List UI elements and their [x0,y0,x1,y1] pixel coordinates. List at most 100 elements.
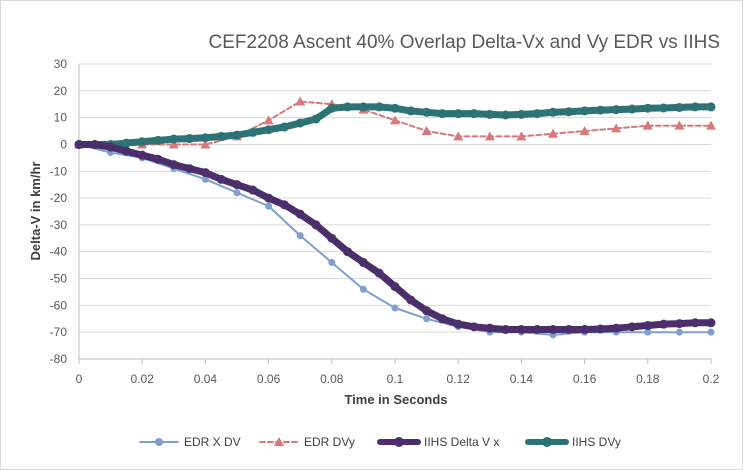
x-tick-label: 0 [76,372,83,386]
data-point [516,325,526,334]
data-point [437,314,447,324]
data-point [690,318,700,328]
data-point [359,285,367,293]
data-point [706,102,716,112]
data-point [501,325,511,334]
data-point [595,324,605,334]
data-point [390,103,400,113]
data-point [579,126,590,136]
data-point [611,123,622,133]
data-point [406,295,416,305]
data-point [644,328,652,336]
data-point [311,220,321,230]
x-tick-label: 0.18 [636,372,660,386]
y-axis-label: Delta-V in km/hr [28,162,43,261]
data-point [265,202,273,210]
x-axis-label: Time in Seconds [344,392,447,407]
x-tick-label: 0.2 [703,372,720,386]
data-point [674,319,684,329]
data-point [279,122,289,132]
data-point [675,328,683,336]
data-point [185,164,195,174]
data-point [264,125,274,135]
chart-title: CEF2208 Ascent 40% Overlap Delta-Vx and … [209,32,720,53]
data-point [469,322,479,332]
data-point [74,139,84,149]
data-point [484,131,495,141]
x-tick-label: 0.14 [510,372,534,386]
data-point [296,232,304,240]
y-tick-label: -10 [50,164,68,178]
x-tick-label: 0.02 [131,372,155,386]
data-point [232,180,242,190]
data-point [548,107,558,117]
data-point [169,134,179,144]
data-point [358,102,368,112]
data-point [168,139,179,149]
legend: EDR X DV EDR DVy IIHS Delta V x IIHS DVy [139,435,621,449]
data-point [327,103,337,113]
legend-item-iihs-delta-v-x: IIHS Delta V x [377,435,499,449]
data-point [706,318,716,328]
data-point [421,126,432,136]
data-point [532,109,542,119]
data-point [185,134,195,144]
x-axis-ticks: 0 0.02 0.04 0.06 0.08 0.1 0.12 0.14 0.16 0.18 0.2 [76,359,720,386]
data-point [643,320,653,330]
data-point [659,319,669,329]
data-point [690,102,700,112]
legend-marker [155,438,163,446]
legend-marker [542,437,552,447]
data-point [469,109,479,119]
data-point [580,106,590,116]
legend-item-edr-dvy: EDR DVy [259,435,355,449]
data-point [453,131,464,141]
y-tick-label: -80 [50,352,68,366]
data-point [611,323,621,333]
legend-label: IIHS Delta V x [424,435,499,449]
data-point [437,109,447,119]
data-point [485,323,495,333]
data-point [200,133,210,143]
legend-label: EDR X DV [184,435,241,449]
data-point [627,104,637,114]
data-point [422,306,432,316]
data-point [216,174,226,184]
data-point [295,96,306,106]
legend-marker [394,437,404,447]
data-point [106,142,116,152]
y-tick-label: -70 [50,325,68,339]
legend-marker [274,437,284,446]
series-iihs-delta-v-x [74,139,716,334]
y-tick-label: -40 [50,245,68,259]
data-point [642,120,653,130]
data-point [216,131,226,141]
data-point [516,109,526,119]
data-point [248,127,258,137]
data-point [422,107,432,117]
data-point [516,131,527,141]
series-layer [74,96,716,339]
x-tick-label: 0.16 [573,372,597,386]
data-point [564,325,574,334]
data-point [611,105,621,115]
data-point [90,139,100,149]
x-tick-label: 0.1 [387,372,404,386]
legend-item-iihs-dvy: IIHS DVy [525,435,621,449]
data-point [706,120,716,130]
data-point [627,322,637,332]
legend-label: IIHS DVy [572,435,621,449]
y-axis-ticks: 30 20 10 0 -10 -20 -30 -40 -50 -60 -70 -80 [50,57,68,366]
data-point [153,135,163,145]
series-iihs-dvy [74,102,716,149]
data-point [659,103,669,113]
data-point [674,120,685,130]
data-point [264,193,274,203]
x-tick-label: 0.12 [447,372,471,386]
data-point [233,189,241,197]
y-tick-label: -60 [50,298,68,312]
data-point [548,325,558,334]
data-point [121,146,131,156]
data-point [374,268,384,278]
